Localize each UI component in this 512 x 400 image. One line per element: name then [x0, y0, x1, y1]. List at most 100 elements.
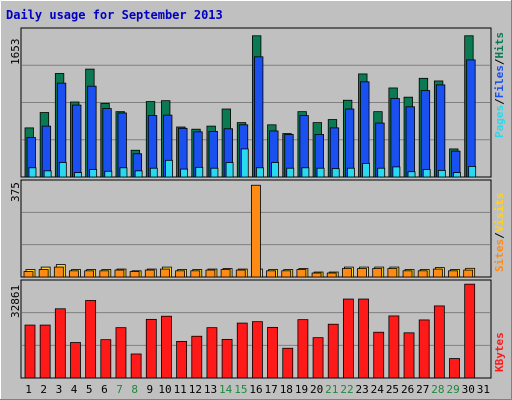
- pages-bar: [240, 148, 249, 178]
- pages-bar: [43, 170, 52, 178]
- kbytes-bar: [464, 283, 476, 379]
- day-label: 16: [249, 383, 262, 396]
- pages-bar: [271, 162, 279, 178]
- day-label: 21: [325, 383, 338, 396]
- pages-bar: [58, 162, 67, 178]
- sites-bar: [160, 268, 170, 278]
- kbytes-bar: [39, 324, 51, 379]
- kbytes-bar: [449, 358, 460, 379]
- sites-bar: [372, 268, 383, 278]
- sites-bar: [235, 269, 246, 278]
- pages-bar: [453, 172, 461, 178]
- day-label: 20: [310, 383, 323, 396]
- day-label: 23: [356, 383, 369, 396]
- pages-bar: [362, 163, 370, 178]
- sites-bar: [448, 270, 458, 278]
- day-label: 19: [295, 383, 308, 396]
- kbytes-bar: [115, 327, 127, 379]
- day-label: 29: [446, 383, 459, 396]
- files-bar: [390, 98, 400, 178]
- sites-bar: [84, 270, 95, 278]
- kbytes-bar: [191, 335, 203, 379]
- kbytes-legend: KBytes: [493, 332, 506, 372]
- svg-text:Sites/Visits: Sites/Visits: [493, 193, 506, 273]
- day-label: 28: [431, 383, 444, 396]
- kbytes-bar: [297, 319, 309, 379]
- kbytes-bar: [70, 342, 81, 379]
- files-bar: [72, 104, 82, 178]
- sites-bar: [53, 266, 64, 278]
- pages-bar: [225, 162, 234, 178]
- sites-bar: [99, 270, 110, 278]
- pages-bar: [468, 166, 477, 178]
- sites-bar: [432, 268, 443, 278]
- kbytes-bar: [206, 327, 218, 379]
- day-label: 2: [40, 383, 47, 396]
- day-label: 9: [147, 383, 154, 396]
- day-label: 7: [116, 383, 123, 396]
- day-label: 31: [477, 383, 490, 396]
- kbytes-bar: [145, 318, 157, 379]
- kbytes-bar: [403, 332, 415, 379]
- pages-bar: [331, 168, 340, 178]
- day-label: 11: [174, 383, 187, 396]
- sites-bar: [387, 268, 398, 278]
- day-label: 18: [280, 383, 293, 396]
- files-bar: [344, 108, 355, 178]
- sites-bar: [296, 269, 307, 278]
- day-label: 6: [101, 383, 108, 396]
- day-label: 10: [158, 383, 171, 396]
- pages-bar: [286, 167, 295, 178]
- day-label: 12: [189, 383, 202, 396]
- day-label: 3: [56, 383, 63, 396]
- sites-bar: [326, 272, 337, 278]
- pages-bar: [180, 168, 189, 178]
- day-label: 17: [265, 383, 278, 396]
- kbytes-bar: [418, 319, 430, 379]
- files-bar: [420, 90, 431, 178]
- sites-bar: [190, 270, 201, 278]
- legend-separator: /: [493, 58, 506, 65]
- pages-bar: [119, 167, 128, 178]
- pages-bar: [377, 167, 386, 178]
- files-bar: [254, 56, 264, 178]
- kbytes-panel: [20, 279, 492, 379]
- day-label: 14: [219, 383, 233, 396]
- chart-title: Daily usage for September 2013: [6, 8, 223, 22]
- files-bar: [147, 115, 158, 178]
- day-label: 27: [416, 383, 429, 396]
- day-label: 26: [401, 383, 414, 396]
- sites-bar: [23, 271, 34, 278]
- pages-bar: [104, 170, 113, 178]
- sites-bar: [417, 270, 428, 278]
- pages-bar: [74, 172, 82, 178]
- files-bar: [102, 108, 112, 178]
- pages-bar: [437, 170, 446, 178]
- kbytes-bar: [221, 338, 233, 379]
- kbytes-bar: [358, 298, 369, 379]
- day-label: 22: [340, 383, 353, 396]
- kbytes-bar: [161, 315, 172, 379]
- kbytes-bar: [327, 323, 339, 379]
- day-label: 24: [371, 383, 385, 396]
- kbytes-bar: [388, 315, 400, 379]
- files-bar: [435, 84, 446, 178]
- kbytes-bar: [54, 308, 66, 379]
- day-label: 4: [71, 383, 78, 396]
- visits-ymax-label: 375: [9, 182, 22, 202]
- kbytes-bar: [236, 322, 248, 379]
- files-bar: [360, 81, 370, 178]
- sites-bar: [281, 270, 292, 278]
- kbytes-bar: [100, 339, 112, 379]
- svg-text:Pages/Files/Hits: Pages/Files/Hits: [493, 32, 506, 138]
- pages-bar: [346, 167, 355, 178]
- hits-files-pages-panel: [20, 27, 492, 178]
- sites-bar: [311, 272, 322, 278]
- sites-bar: [341, 268, 352, 278]
- day-labels: 1 2 3 4 5 6 7 8 9 10 11 12 13 14 15 16 17 18 19 20 21 22 23 24 2…: [25, 383, 490, 396]
- hits-ymax-label: 1653: [9, 39, 22, 66]
- visits-legend: Sites/Visits: [493, 193, 506, 273]
- legend-separator: /: [493, 232, 506, 239]
- day-label: 30: [462, 383, 475, 396]
- day-label: 1: [25, 383, 32, 396]
